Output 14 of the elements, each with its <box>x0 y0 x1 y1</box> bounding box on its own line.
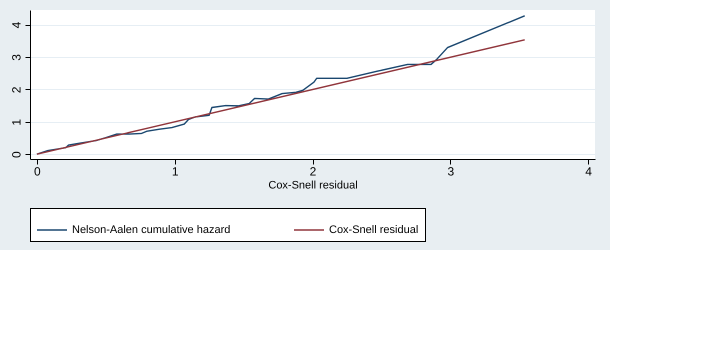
x-axis-title: Cox-Snell residual <box>268 180 358 192</box>
x-tick-label: 3 <box>447 164 454 178</box>
y-tick-label: 1 <box>10 118 24 126</box>
line-series <box>36 15 526 155</box>
y-tick-label: 0 <box>10 150 24 158</box>
y-tick-label: 2 <box>10 86 24 94</box>
x-tick-label: 2 <box>310 164 317 178</box>
legend-label: Nelson-Aalen cumulative hazard <box>72 224 230 236</box>
x-tick-label: 0 <box>34 164 42 178</box>
y-tick-label: 4 <box>10 21 24 28</box>
legend-label: Cox-Snell residual <box>329 224 418 236</box>
x-tick-label: 1 <box>172 164 179 178</box>
y-tick-label: 3 <box>10 54 24 61</box>
x-tick-label: 4 <box>585 164 592 178</box>
